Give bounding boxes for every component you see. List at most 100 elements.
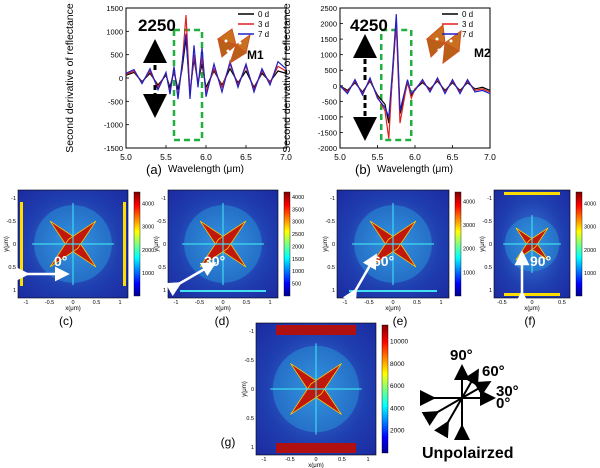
- heatmap-1-ytick-2: 0: [163, 242, 166, 248]
- chart-b-xtick-label-2: 6.0: [409, 152, 421, 162]
- heatmap-0-xtick-0: -1: [24, 300, 29, 306]
- heatmap-0-angle-label: 0°: [54, 253, 67, 269]
- heatmap-3-xtick-0: -0.5: [497, 300, 506, 306]
- polarization-legend: 90° 60° 30° 0° Unpolairzed: [420, 347, 519, 462]
- chart-a-ytick-label-3: 0: [119, 74, 123, 83]
- heatmap-3-ytick-3: 0.5: [484, 265, 492, 271]
- heatmap-0-panel-label: (c): [59, 314, 73, 328]
- heatmap-1-angle-label: 30°: [204, 253, 225, 269]
- chart-b-inset-shape: [425, 23, 462, 65]
- heatmap-1-cbtick-5: 3000: [292, 220, 304, 226]
- heatmap-1-xlabel: x(μm): [215, 306, 230, 312]
- heatmap-panels: 0° y(μm) x(μm) -1 -0.5 0 0.5 1 -1 -0.5 0 0.5 1 1000 20…: [4, 189, 596, 468]
- heatmap-0-ytick-1: -0.5: [7, 219, 16, 225]
- chart-b-legend: 0 d3 d7 d: [442, 10, 473, 39]
- heatmap-1-ytick-1: -0.5: [157, 219, 166, 225]
- chart-a-ytick-label-1: -1000: [104, 121, 123, 130]
- heatmap-1-cbtick-0: 500: [292, 282, 301, 288]
- chart-a-xtick-label-1: 5.5: [160, 152, 172, 162]
- chart-a-yticks: -1500 -1000 -500 0 500 1000 1500: [104, 4, 129, 153]
- heatmap-1-edge-bottom: [180, 290, 266, 292]
- chart-a-legend-label-2: 7 d: [258, 30, 269, 39]
- heatmap-0-xtick-4: 1: [118, 300, 121, 306]
- heatmap-2: 60° y(μm) x(μm) -1 -0.5 0 0.5 1 -1 -0.5 0 0.5 1 1000 2…: [323, 189, 475, 328]
- chart-b-ytick-label-2: -1000: [318, 113, 337, 122]
- heatmap-3-ytick-4: 1: [489, 288, 492, 294]
- heatmap-0-cbtick-1: 2000: [142, 248, 154, 254]
- chart-b-xtick-label-4: 7.0: [484, 152, 496, 162]
- heatmap-0-colorbar: [133, 191, 141, 297]
- chart-a-annotation: 2250: [138, 16, 176, 35]
- heatmap-4-ytick-0: -1: [249, 329, 254, 335]
- heatmap-0-xlabel: x(μm): [65, 306, 80, 312]
- chart-b-ytick-label-4: 0: [333, 82, 337, 91]
- heatmap-0-xtick-3: 0.5: [93, 300, 101, 306]
- chart-a-legend: 0 d3 d7 d: [238, 10, 269, 39]
- heatmap-0-ylabel: y(μm): [4, 236, 10, 251]
- heatmap-1: 30°y(μm)x(μm)-1 -0.5 0 0.5 1-1-0.500.5150010…: [154, 189, 304, 328]
- chart-a: -1500 -1000 -500 0 500 1000 1500 5.0 5.5 6.0 6.5 7…: [64, 3, 292, 177]
- heatmap-0-xtick-2: 0: [71, 300, 74, 306]
- heatmap-2-ytick-1: -0.5: [326, 219, 335, 225]
- polarization-label-0: 0°: [496, 395, 510, 412]
- heatmap-2-cbtick-2: 3000: [463, 223, 475, 229]
- heatmap-3-edge-top: [504, 192, 560, 195]
- heatmap-1-ytick-3: 0.5: [158, 265, 166, 271]
- heatmap-4-xtick-2: 0: [314, 457, 317, 463]
- heatmap-3-angle-label: 90°: [530, 253, 551, 269]
- chart-a-xtick-label-4: 7.0: [280, 152, 292, 162]
- chart-b-xtick-label-0: 5.0: [334, 152, 346, 162]
- heatmap-3-cbtick-2: 3000: [584, 225, 596, 231]
- heatmap-3-cbtick-0: 1000: [584, 271, 596, 277]
- chart-b-ytick-label-8: 2000: [320, 20, 337, 29]
- heatmap-3-ylabel: y(μm): [480, 236, 486, 251]
- heatmap-3-cbtick-1: 2000: [584, 248, 596, 254]
- chart-a-series-layer: [125, 14, 287, 100]
- heatmap-1-cbtick-6: 3500: [292, 207, 304, 213]
- heatmap-2-xtick-4: 1: [439, 300, 442, 306]
- heatmap-2-ytick-3: 0.5: [327, 265, 335, 271]
- heatmap-2-xtick-3: 0.5: [413, 300, 421, 306]
- heatmap-2-cbtick-0: 1000: [463, 270, 475, 276]
- chart-b-yticks: -2000 -1500 -1000 -500 0 500 1000 1500 2000 2500: [318, 4, 343, 153]
- heatmap-1-ylabel: y(μm): [154, 236, 160, 251]
- heatmap-4-edge-top: [276, 325, 356, 335]
- heatmap-3-panel-label: (f): [524, 314, 535, 328]
- chart-a-inset-label: M1: [247, 48, 264, 62]
- chart-b-ylabel: Second derivative of reflectance: [281, 3, 293, 153]
- heatmap-4-ytick-4: 1: [251, 445, 254, 451]
- heatmap-3-colorbar: [575, 191, 583, 297]
- chart-a-ylabel: Second derivative of reflectance: [64, 3, 76, 153]
- heatmap-0: 0° y(μm) x(μm) -1 -0.5 0 0.5 1 -1 -0.5 0 0.5 1 1000 20…: [4, 189, 154, 328]
- heatmap-4: y(μm) x(μm) -1 -0.5 0 0.5 1 -1 -0.5 0 0.5 1 2000 4000…: [221, 322, 408, 468]
- heatmap-4-ytick-1: -0.5: [245, 358, 254, 364]
- heatmap-2-pol-arrow: [342, 253, 377, 305]
- chart-a-xtick-label-3: 6.5: [240, 152, 252, 162]
- chart-b-ytick-label-9: 2500: [320, 4, 337, 13]
- heatmap-2-xtick-0: -1: [343, 300, 348, 306]
- heatmap-1-xtick-1: -0.5: [195, 300, 204, 306]
- heatmap-2-ytick-0: -1: [330, 196, 335, 202]
- heatmap-0-cbtick-2: 3000: [142, 225, 154, 231]
- chart-a-xticks: 5.0 5.5 6.0 6.5 7.0: [120, 145, 292, 162]
- heatmap-4-xtick-1: -0.5: [285, 457, 294, 463]
- heatmap-2-xlabel: x(μm): [385, 306, 400, 312]
- heatmap-1-cbtick-4: 2500: [292, 232, 304, 238]
- chart-b-xticks: 5.0 5.5 6.0 6.5 7.0: [334, 145, 496, 162]
- heatmap-2-colorbar: [454, 191, 462, 297]
- heatmap-0-xtick-1: -0.5: [45, 300, 54, 306]
- heatmap-2-cbtick-1: 2000: [463, 247, 475, 253]
- heatmap-1-cbtick-1: 1000: [292, 269, 304, 275]
- chart-a-highlight-box: [172, 28, 204, 142]
- chart-b-legend-label-2: 7 d: [462, 30, 473, 39]
- heatmap-3-cbtick-3: 4000: [584, 202, 596, 208]
- heatmap-3-xtick-2: 0.5: [558, 300, 566, 306]
- chart-b-series-2: [339, 14, 491, 118]
- heatmap-1-xtick-3: 0.5: [243, 300, 251, 306]
- heatmap-0-ytick-4: 1: [13, 288, 16, 294]
- heatmap-4-xtick-0: -1: [262, 457, 267, 463]
- heatmap-3-ytick-2: 0: [489, 242, 492, 248]
- heatmap-1-cbtick-2: 1500: [292, 257, 304, 263]
- chart-b-legend-label-0: 0 d: [462, 10, 473, 19]
